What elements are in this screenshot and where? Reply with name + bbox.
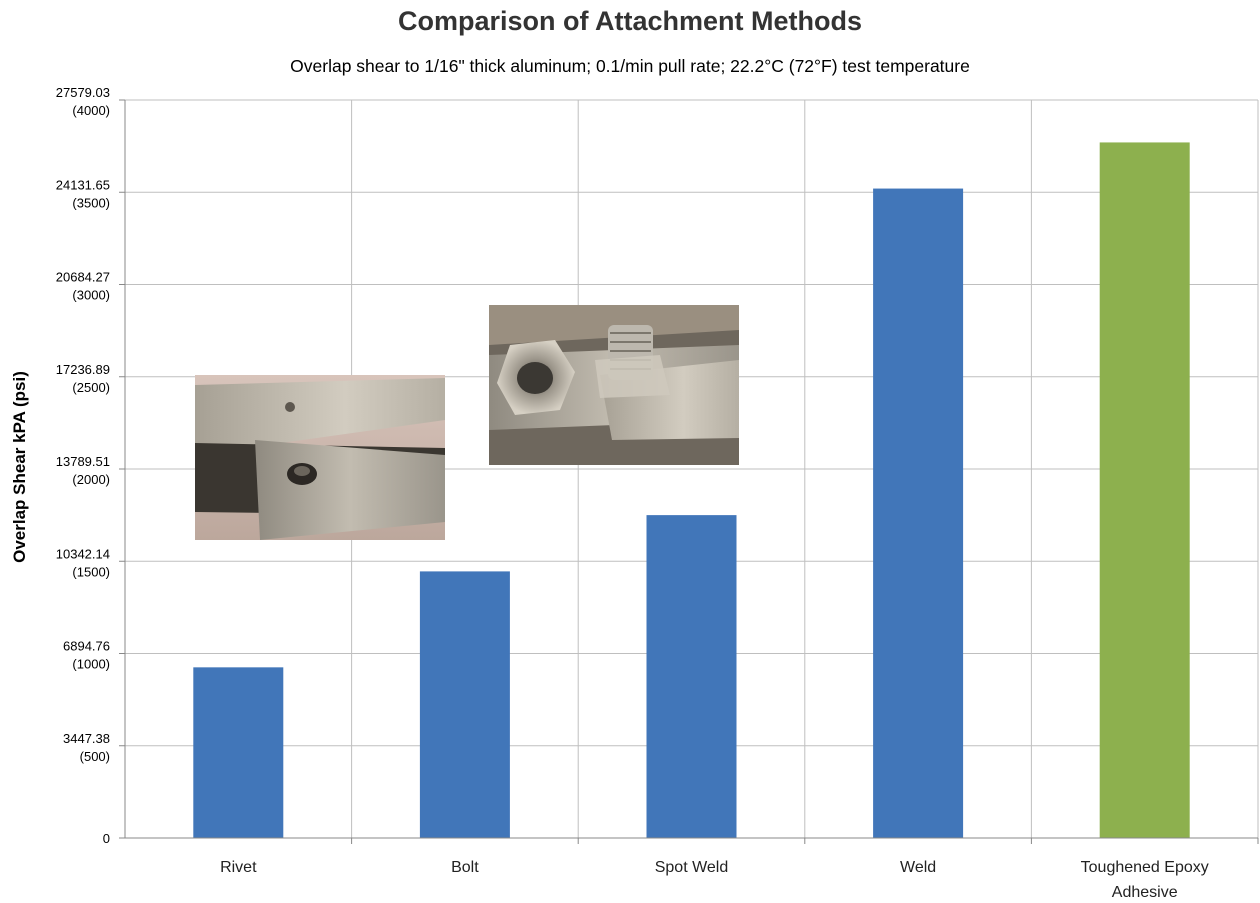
y-tick-label-psi: (1500) <box>72 564 110 579</box>
x-tick-label: Weld <box>900 859 936 876</box>
x-tick-label: Adhesive <box>1112 884 1178 901</box>
bar-bolt <box>419 571 510 838</box>
y-tick-label-kpa: 10342.14 <box>56 546 110 561</box>
y-tick-label-psi: (4000) <box>72 103 110 118</box>
rivet-joint-photo <box>195 375 445 540</box>
bar-spot-weld <box>646 515 737 838</box>
x-tick-label: Bolt <box>451 859 479 876</box>
y-tick-label-psi: (3500) <box>72 195 110 210</box>
bolt-joint-photo <box>489 305 739 465</box>
chart-title: Comparison of Attachment Methods <box>397 6 862 36</box>
y-tick-label-kpa: 17236.89 <box>56 362 110 377</box>
y-tick-label-psi: (1000) <box>72 657 110 672</box>
x-tick-label: Spot Weld <box>655 859 729 876</box>
bar-weld <box>873 188 964 838</box>
y-tick-label-kpa: 20684.27 <box>56 270 110 285</box>
y-axis-label: Overlap Shear kPA (psi) <box>10 371 29 563</box>
bar-rivet <box>193 667 284 838</box>
y-tick-label-kpa: 27579.03 <box>56 85 110 100</box>
chart-subtitle: Overlap shear to 1/16" thick aluminum; 0… <box>290 56 970 76</box>
y-tick-label-kpa: 6894.76 <box>63 639 110 654</box>
y-tick-label-psi: (3000) <box>72 288 110 303</box>
x-tick-label: Rivet <box>220 859 257 876</box>
y-tick-label-psi: (2000) <box>72 472 110 487</box>
bar-toughened-epoxy-adhesive <box>1099 142 1190 838</box>
y-tick-label: 0 <box>103 831 110 846</box>
y-tick-label-psi: (2500) <box>72 380 110 395</box>
y-tick-label-psi: (500) <box>80 749 110 764</box>
y-tick-label-kpa: 13789.51 <box>56 454 110 469</box>
y-tick-label-kpa: 24131.65 <box>56 177 110 192</box>
y-tick-label-kpa: 3447.38 <box>63 731 110 746</box>
x-tick-label: Toughened Epoxy <box>1081 859 1209 876</box>
